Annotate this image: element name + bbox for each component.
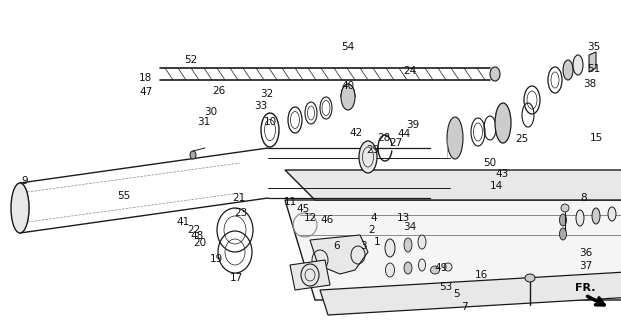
Text: 44: 44 [397,129,410,140]
Polygon shape [320,270,621,315]
Text: 18: 18 [139,73,153,84]
Ellipse shape [404,238,412,252]
Ellipse shape [576,210,584,226]
Ellipse shape [341,84,355,110]
Polygon shape [290,260,330,290]
Text: 8: 8 [581,193,587,204]
Text: 47: 47 [139,87,153,97]
Ellipse shape [190,151,196,159]
Text: 17: 17 [229,273,243,284]
Text: 42: 42 [350,128,363,138]
Text: 31: 31 [197,116,211,127]
Text: 5: 5 [453,289,460,300]
Text: 2: 2 [368,225,374,236]
Text: 51: 51 [587,64,601,74]
Text: 46: 46 [320,215,333,225]
Polygon shape [589,52,596,72]
Text: 41: 41 [176,217,190,228]
Ellipse shape [525,274,535,282]
Text: 9: 9 [22,176,28,186]
Ellipse shape [386,263,394,277]
Text: 35: 35 [587,42,601,52]
Text: 6: 6 [333,241,340,252]
Text: 34: 34 [403,222,417,232]
Text: 50: 50 [483,158,496,168]
Text: 48: 48 [191,231,204,241]
Text: 3: 3 [360,241,366,252]
Text: 14: 14 [490,180,504,191]
Ellipse shape [430,266,440,274]
Text: 23: 23 [234,208,248,218]
Text: 21: 21 [232,193,246,204]
Text: 19: 19 [209,254,223,264]
Polygon shape [310,235,368,274]
Text: 38: 38 [583,79,597,89]
Text: FR.: FR. [575,283,596,293]
Text: 12: 12 [304,212,317,223]
Text: 39: 39 [406,120,420,130]
Text: 40: 40 [341,81,355,91]
Text: 52: 52 [184,55,198,65]
Ellipse shape [419,259,425,271]
Text: 15: 15 [589,132,603,143]
Text: 32: 32 [260,89,274,100]
Ellipse shape [495,103,511,143]
Text: 1: 1 [374,236,381,247]
Text: 37: 37 [579,260,593,271]
Ellipse shape [404,262,412,274]
Text: 25: 25 [515,134,528,144]
Text: 7: 7 [461,302,468,312]
Ellipse shape [359,141,377,173]
Text: 11: 11 [284,196,297,207]
Ellipse shape [561,204,569,212]
Ellipse shape [592,208,600,224]
Text: 20: 20 [193,237,207,248]
Text: 27: 27 [389,138,403,148]
Ellipse shape [418,235,426,249]
Text: 49: 49 [434,263,448,273]
Ellipse shape [573,55,583,75]
Text: 54: 54 [341,42,355,52]
Text: 24: 24 [403,66,417,76]
Ellipse shape [563,60,573,80]
Ellipse shape [490,67,500,81]
Text: 28: 28 [377,132,391,143]
Text: 4: 4 [371,213,377,223]
Ellipse shape [560,228,566,240]
Ellipse shape [560,214,566,226]
Ellipse shape [444,263,452,271]
Text: 16: 16 [474,270,488,280]
Text: 22: 22 [187,225,201,235]
Text: 30: 30 [204,107,218,117]
Text: 55: 55 [117,191,131,201]
Text: 13: 13 [397,212,410,223]
Text: 36: 36 [579,248,593,258]
Ellipse shape [385,239,395,257]
Text: 29: 29 [366,145,379,155]
Polygon shape [285,170,621,200]
Ellipse shape [608,207,616,221]
Text: 10: 10 [263,116,277,127]
Text: 33: 33 [254,100,268,111]
Text: 26: 26 [212,86,225,96]
Text: 53: 53 [439,282,453,292]
Polygon shape [285,200,621,300]
Text: 43: 43 [495,169,509,180]
Ellipse shape [11,183,29,233]
Ellipse shape [447,117,463,159]
Text: 45: 45 [296,204,310,214]
